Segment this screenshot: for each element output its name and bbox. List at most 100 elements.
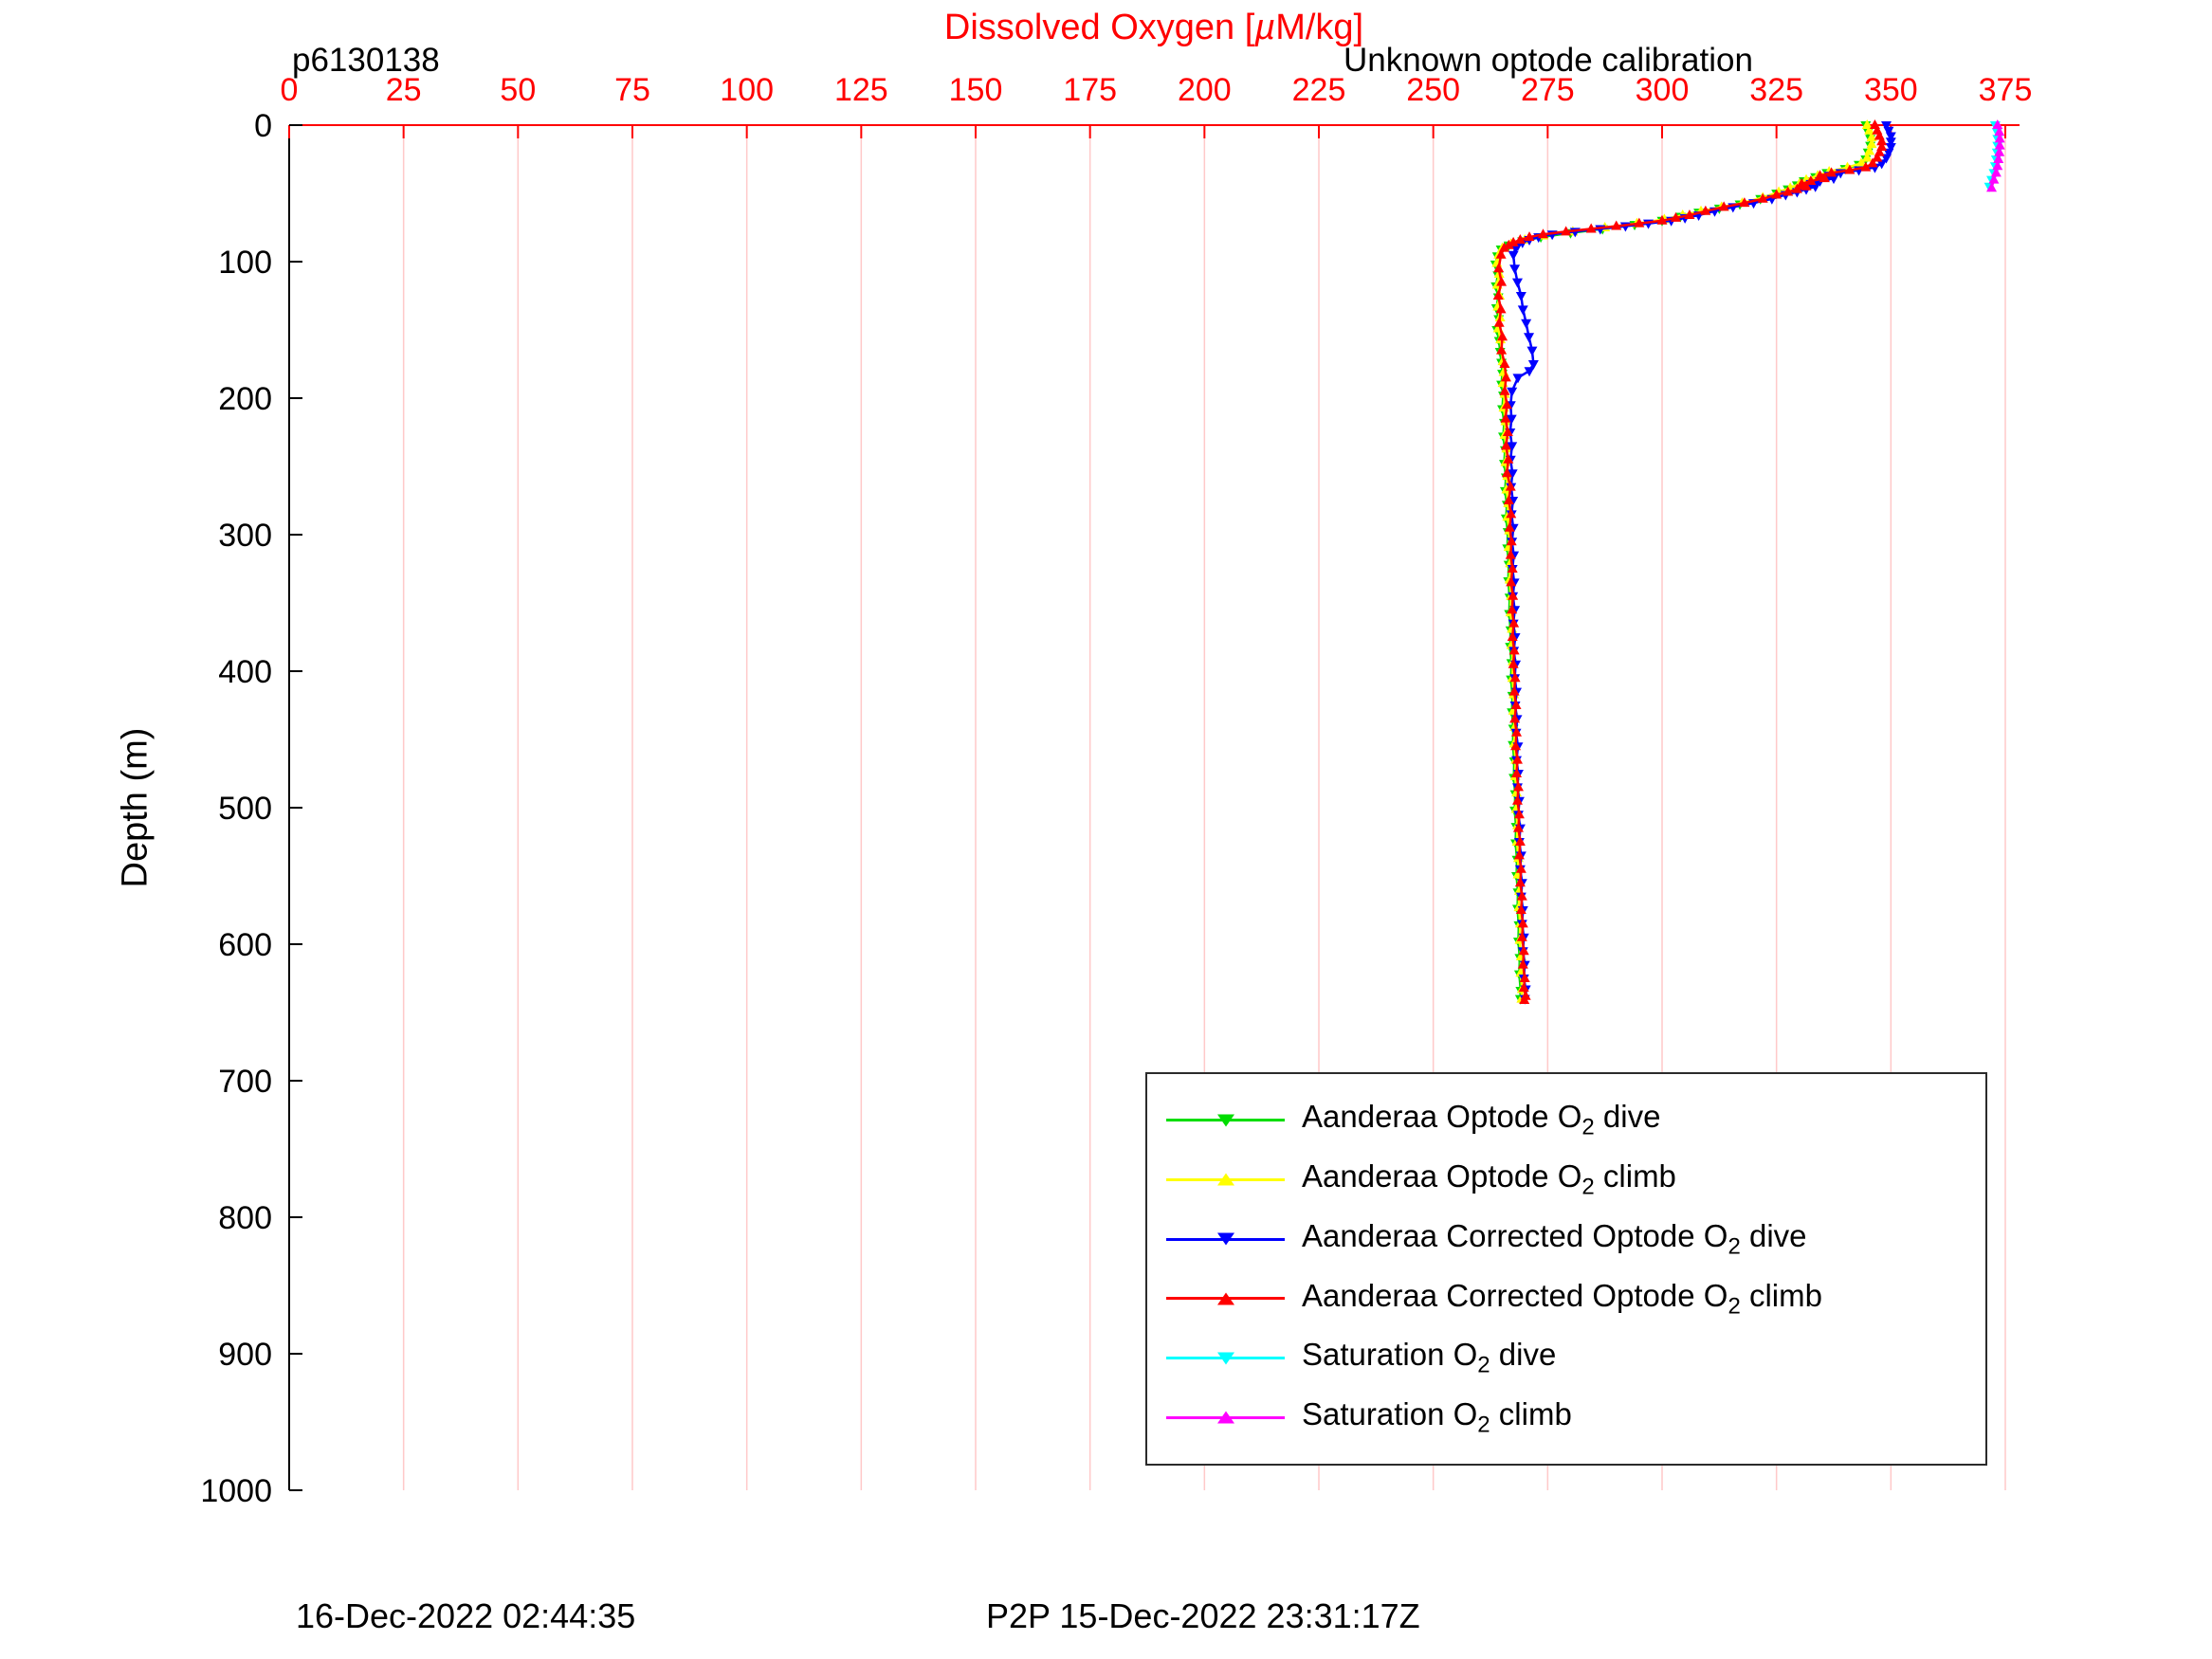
x-tick-label: 350 [1864, 72, 1918, 108]
series-marker-corrected_climb [1826, 167, 1837, 177]
y-tick-label: 200 [218, 381, 272, 417]
y-tick-label: 0 [254, 108, 272, 144]
series-marker-corrected_climb [1507, 604, 1518, 614]
series-marker-corrected_climb [1867, 157, 1878, 168]
chart-title-post: M/kg] [1275, 8, 1364, 47]
triangle-down-icon [1216, 1352, 1234, 1365]
y-tick-label: 600 [218, 927, 272, 963]
series-marker-corrected_climb [1511, 754, 1523, 764]
legend-line [1166, 1411, 1285, 1424]
series-marker-corrected_climb [1876, 136, 1888, 146]
chart-title: Dissolved Oxygen [µM/kg] [944, 8, 1363, 48]
series-marker-corrected_climb [1504, 521, 1515, 532]
series-marker-saturation_climb [1990, 167, 2002, 177]
series-marker-corrected_climb [1700, 205, 1711, 215]
series-marker-corrected_dive [1881, 154, 1892, 164]
legend-line [1166, 1352, 1285, 1365]
x-tick-label: 325 [1749, 72, 1803, 108]
legend-item-saturation_climb: Saturation O2 climb [1147, 1396, 1985, 1439]
series-marker-saturation_climb [1994, 146, 2005, 156]
series-marker-corrected_dive [1885, 137, 1896, 148]
series-marker-corrected_climb [1500, 440, 1511, 450]
series-marker-corrected_dive [1507, 442, 1518, 452]
legend-item-optode_dive: Aanderaa Optode O2 dive [1147, 1099, 1985, 1141]
series-marker-corrected_climb [1499, 358, 1510, 368]
series-marker-saturation_climb [1988, 173, 2000, 184]
series-marker-corrected_climb [1507, 631, 1518, 641]
triangle-up-icon [1216, 1292, 1234, 1305]
legend-label: Aanderaa Corrected Optode O2 dive [1302, 1217, 1807, 1260]
series-marker-corrected_climb [1771, 189, 1782, 199]
series-marker-corrected_climb [1872, 152, 1883, 162]
series-marker-saturation_climb [1994, 126, 2005, 137]
series-marker-corrected_dive [1506, 414, 1517, 425]
x-tick-label: 225 [1292, 72, 1346, 108]
series-marker-corrected_climb [1513, 849, 1525, 860]
series-marker-corrected_climb [1782, 186, 1794, 196]
series-marker-saturation_climb [1992, 119, 2003, 129]
y-tick-label: 700 [218, 1064, 272, 1100]
series-marker-corrected_climb [1493, 263, 1505, 273]
series-marker-corrected_climb [1500, 372, 1511, 382]
series-marker-corrected_climb [1585, 223, 1597, 233]
legend-line [1166, 1232, 1285, 1246]
x-tick-label: 275 [1521, 72, 1575, 108]
series-marker-corrected_climb [1514, 233, 1526, 244]
series-marker-corrected_climb [1500, 412, 1511, 423]
legend-label: Saturation O2 dive [1302, 1337, 1557, 1378]
triangle-up-icon [1216, 1411, 1234, 1424]
series-marker-corrected_climb [1739, 197, 1750, 208]
series-marker-saturation_climb [1994, 139, 2005, 150]
series-line-corrected_dive [1508, 124, 1892, 999]
series-marker-corrected_climb [1502, 427, 1513, 436]
series-marker-corrected_climb [1506, 576, 1517, 587]
series-marker-corrected_dive [1885, 132, 1896, 142]
series-marker-corrected_climb [1501, 399, 1512, 410]
series-marker-corrected_climb [1498, 242, 1509, 252]
chart-title-pre: Dissolved Oxygen [ [943, 8, 1255, 47]
series-marker-corrected_dive [1876, 159, 1888, 170]
series-marker-corrected_climb [1508, 617, 1520, 628]
mu-symbol: µ [1254, 8, 1276, 47]
series-marker-corrected_climb [1495, 248, 1507, 259]
x-tick-label: 200 [1178, 72, 1232, 108]
footer-timestamp-left: 16-Dec-2022 02:44:35 [296, 1596, 636, 1635]
y-tick-label: 300 [218, 518, 272, 554]
series-marker-corrected_climb [1611, 220, 1622, 230]
series-marker-corrected_climb [1503, 453, 1514, 464]
legend-label: Aanderaa Optode O2 dive [1302, 1099, 1661, 1140]
series-marker-corrected_climb [1505, 549, 1516, 559]
series-marker-corrected_climb [1508, 658, 1519, 668]
series-marker-corrected_climb [1517, 918, 1528, 928]
legend-line [1166, 1173, 1285, 1186]
series-marker-corrected_climb [1524, 231, 1535, 242]
series-marker-corrected_climb [1512, 822, 1524, 832]
series-marker-corrected_climb [1518, 945, 1529, 956]
series-marker-corrected_climb [1510, 700, 1522, 709]
series-marker-corrected_dive [1512, 374, 1524, 384]
series-marker-corrected_dive [1881, 121, 1892, 131]
series-marker-corrected_climb [1819, 173, 1830, 183]
series-marker-corrected_climb [1519, 994, 1530, 1005]
series-marker-corrected_climb [1501, 467, 1512, 478]
legend-line [1166, 1292, 1285, 1305]
series-marker-corrected_dive [1828, 174, 1839, 185]
series-marker-corrected_dive [1885, 143, 1896, 154]
series-marker-corrected_climb [1656, 214, 1668, 225]
legend-item-saturation_dive: Saturation O2 dive [1147, 1337, 1985, 1379]
series-marker-corrected_climb [1510, 740, 1522, 751]
legend-label: Saturation O2 climb [1302, 1396, 1572, 1438]
y-tick-label: 1000 [200, 1473, 272, 1509]
series-marker-optode_climb [1856, 157, 1867, 168]
series-marker-corrected_climb [1513, 809, 1525, 819]
legend-line [1166, 1114, 1285, 1126]
series-marker-corrected_dive [1527, 360, 1539, 370]
series-marker-corrected_climb [1505, 481, 1516, 491]
series-marker-corrected_climb [1499, 385, 1510, 395]
series-marker-corrected_climb [1496, 276, 1508, 286]
series-marker-corrected_dive [1524, 367, 1535, 377]
series-marker-corrected_climb [1509, 672, 1521, 683]
series-marker-corrected_dive [1508, 250, 1519, 261]
series-marker-corrected_climb [1518, 982, 1529, 993]
series-marker-corrected_climb [1801, 180, 1812, 191]
